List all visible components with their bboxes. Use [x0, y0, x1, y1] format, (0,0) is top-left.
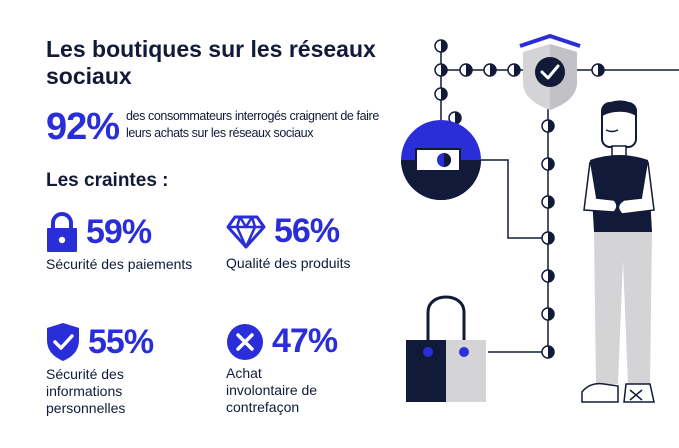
shopping-bag-icon [406, 295, 486, 402]
payment-card-icon [401, 120, 481, 200]
diamond-icon [226, 214, 266, 250]
stat-counterfeit: 47% Achat involontaire de contrefaçon [226, 322, 338, 416]
stat-personal-data-security: 55% Sécurité des informations personnell… [46, 322, 154, 417]
x-circle-icon [226, 323, 264, 361]
person-illustration [581, 100, 655, 403]
lock-icon [46, 212, 78, 252]
stat-percent: 56% [274, 212, 340, 250]
stat-label: Qualité des produits [226, 255, 351, 271]
stat-label: Sécurité des paiements [46, 256, 193, 272]
stat-product-quality: 56% Qualité des produits [226, 212, 351, 272]
headline-text: des consommateurs interrogés craignent d… [126, 109, 379, 140]
fears-subtitle: Les craintes : [46, 170, 169, 191]
shield-check-icon [46, 322, 80, 362]
stat-percent: 59% [86, 212, 152, 251]
headline-percent: 92% [46, 106, 120, 148]
stat-percent: 47% [272, 322, 338, 360]
shield-badge-icon [519, 34, 581, 110]
stat-label: Sécurité des informations personnelles [46, 366, 126, 416]
stat-percent: 55% [88, 322, 154, 361]
stat-payment-security: 59% Sécurité des paiements [46, 212, 192, 273]
network-dots [434, 39, 605, 359]
stat-label: Achat involontaire de contrefaçon [226, 365, 318, 415]
page-title: Les boutiques sur les réseaux sociaux [46, 36, 376, 89]
